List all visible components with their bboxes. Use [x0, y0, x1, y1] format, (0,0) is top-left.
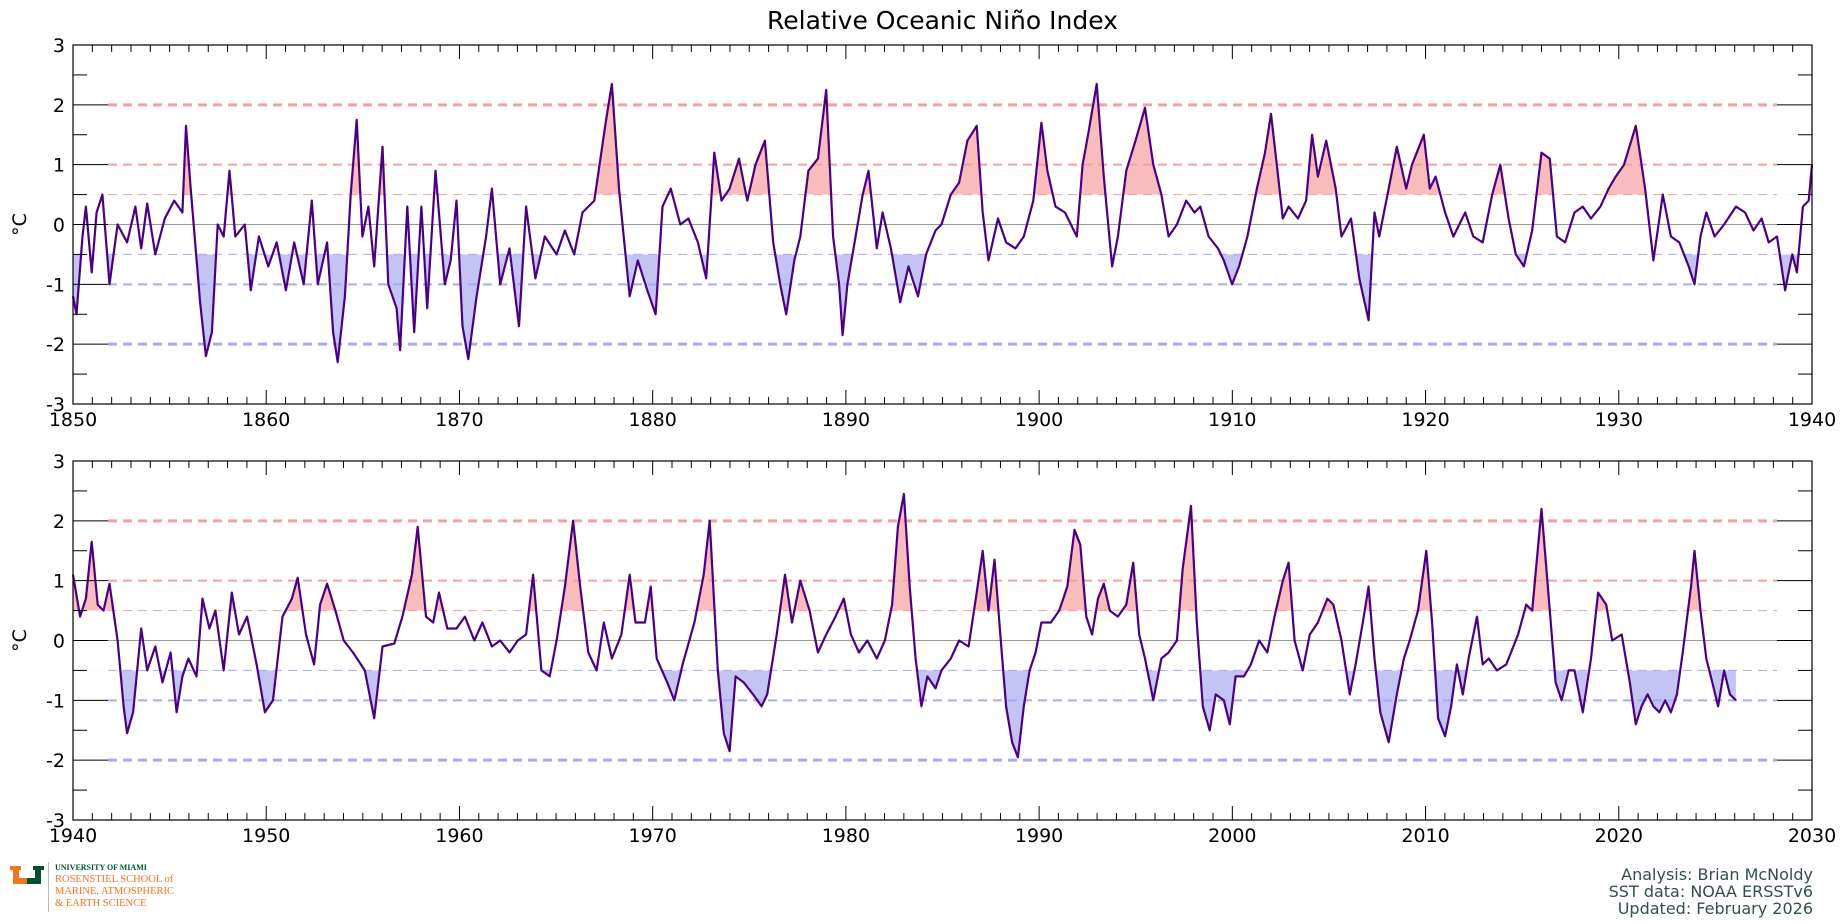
credit-analysis: Analysis: Brian McNoldy — [1621, 865, 1813, 884]
x-tick-label: 1980 — [822, 825, 870, 847]
logo-school: ROSENSTIEL SCHOOL of MARINE, ATMOSPHERIC… — [55, 874, 174, 910]
x-tick-label: 1860 — [242, 409, 290, 431]
y-tick-label: -3 — [46, 394, 65, 416]
y-tick-label: -3 — [46, 810, 65, 832]
warm-anomaly-fill — [73, 83, 1812, 195]
y-tick-label: -1 — [46, 274, 65, 296]
x-tick-label: 1940 — [49, 825, 97, 847]
y-tick-label: 0 — [53, 631, 65, 653]
roni-series-line — [71, 82, 1814, 364]
panel-2: 3 2 1 0 -1 -2 -3 °C 1940 1950 1960 1970 1980 1990 2000… — [9, 451, 1836, 847]
y-tick-label: -2 — [46, 334, 65, 356]
x-tick-label: 1930 — [1595, 409, 1643, 431]
panel-1: 3 2 1 0 -1 -2 -3 °C 1850 1860 1870 1880 1890 1900 1910… — [9, 35, 1836, 431]
roni-series-line — [71, 492, 1737, 759]
u-logo-icon — [10, 866, 44, 884]
x-tick-label: 2020 — [1595, 825, 1643, 847]
y-tick-label: -2 — [46, 750, 65, 772]
y-tick-label: 0 — [53, 215, 65, 237]
x-tick-label: 1950 — [242, 825, 290, 847]
x-tick-label: 1850 — [49, 409, 97, 431]
x-tick-label: 2030 — [1788, 825, 1836, 847]
x-tick-label: 1910 — [1208, 409, 1256, 431]
y-tick-label: 3 — [53, 35, 65, 57]
credit-sst-data: SST data: NOAA ERSSTv6 — [1608, 882, 1813, 901]
warm-anomaly-fill — [73, 493, 1736, 611]
x-tick-label: 1970 — [628, 825, 676, 847]
logo-school-line: ROSENSTIEL SCHOOL of — [55, 874, 174, 885]
y-axis-label: °C — [9, 213, 31, 236]
credits: Analysis: Brian McNoldy SST data: NOAA E… — [1609, 866, 1813, 917]
y-axis-label: °C — [9, 629, 31, 652]
x-tick-label: 1960 — [435, 825, 483, 847]
x-tick-label: 2010 — [1401, 825, 1449, 847]
x-tick-label: 2000 — [1208, 825, 1256, 847]
logo-school-line: & EARTH SCIENCE — [55, 898, 147, 909]
x-tick-label: 1900 — [1015, 409, 1063, 431]
logo-divider — [48, 862, 49, 912]
y-tick-label: 2 — [53, 95, 65, 117]
y-tick-label: 1 — [53, 571, 65, 593]
logo-university: UNIVERSITY OF MIAMI — [55, 863, 147, 872]
y-tick-label: 3 — [53, 451, 65, 473]
y-tick-label: 2 — [53, 511, 65, 533]
y-tick-label: 1 — [53, 155, 65, 177]
x-tick-label: 1940 — [1788, 409, 1836, 431]
x-tick-label: 1990 — [1015, 825, 1063, 847]
x-tick-label: 1890 — [822, 409, 870, 431]
x-tick-label: 1880 — [628, 409, 676, 431]
logo-school-line: MARINE, ATMOSPHERIC — [55, 886, 175, 897]
chart-title: Relative Oceanic Niño Index — [767, 6, 1118, 35]
credit-updated: Updated: February 2026 — [1617, 899, 1813, 918]
x-tick-label: 1870 — [435, 409, 483, 431]
y-tick-label: -1 — [46, 690, 65, 712]
university-logo: UNIVERSITY OF MIAMI ROSENSTIEL SCHOOL of… — [10, 862, 210, 912]
x-tick-label: 1920 — [1401, 409, 1449, 431]
